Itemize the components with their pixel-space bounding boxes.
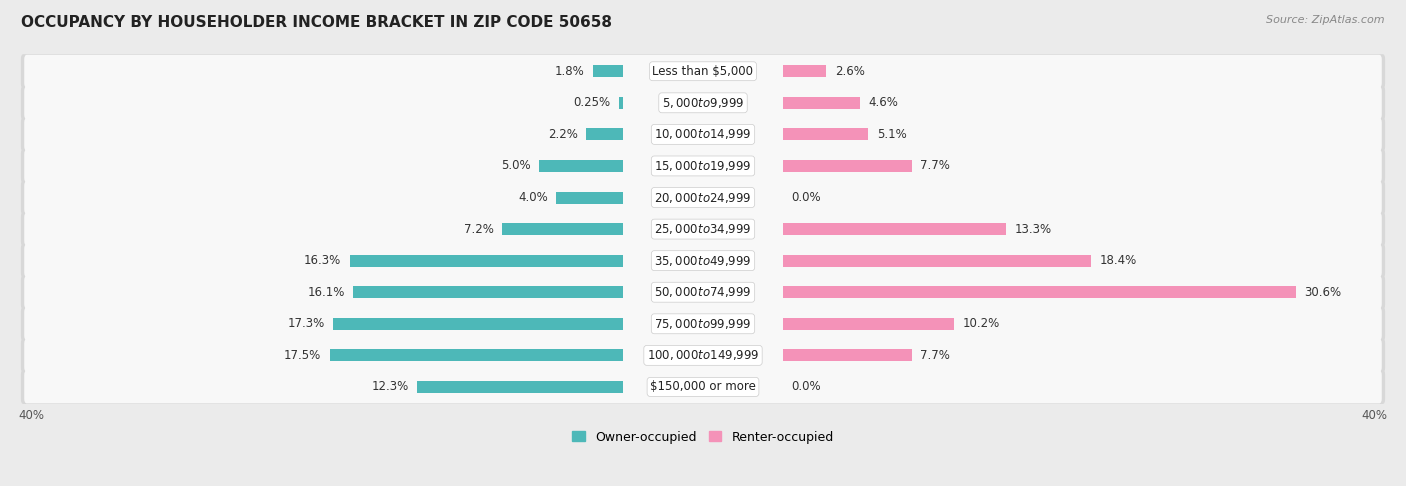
Bar	[783, 318, 953, 330]
FancyBboxPatch shape	[21, 212, 1385, 246]
Bar	[783, 286, 1296, 298]
Text: $20,000 to $24,999: $20,000 to $24,999	[654, 191, 752, 205]
FancyBboxPatch shape	[24, 118, 1382, 151]
Text: 0.0%: 0.0%	[792, 381, 821, 394]
Text: 5.1%: 5.1%	[877, 128, 907, 141]
Bar	[418, 381, 623, 393]
FancyBboxPatch shape	[21, 54, 1385, 88]
Text: 7.2%: 7.2%	[464, 223, 494, 236]
Text: 17.3%: 17.3%	[287, 317, 325, 330]
Bar	[333, 318, 623, 330]
Text: 2.6%: 2.6%	[835, 65, 865, 78]
Bar	[619, 97, 623, 109]
Bar	[783, 160, 912, 172]
Text: $35,000 to $49,999: $35,000 to $49,999	[654, 254, 752, 268]
Text: Less than $5,000: Less than $5,000	[652, 65, 754, 78]
FancyBboxPatch shape	[24, 307, 1382, 340]
Text: $5,000 to $9,999: $5,000 to $9,999	[662, 96, 744, 110]
FancyBboxPatch shape	[24, 213, 1382, 245]
Bar	[783, 65, 827, 77]
FancyBboxPatch shape	[21, 243, 1385, 278]
FancyBboxPatch shape	[21, 149, 1385, 183]
Text: 13.3%: 13.3%	[1014, 223, 1052, 236]
Text: 18.4%: 18.4%	[1099, 254, 1137, 267]
Text: 0.25%: 0.25%	[574, 96, 610, 109]
Legend: Owner-occupied, Renter-occupied: Owner-occupied, Renter-occupied	[572, 431, 834, 444]
Bar	[783, 223, 1005, 235]
Text: 5.0%: 5.0%	[502, 159, 531, 173]
Text: 12.3%: 12.3%	[371, 381, 409, 394]
Bar	[353, 286, 623, 298]
FancyBboxPatch shape	[24, 370, 1382, 403]
Bar	[502, 223, 623, 235]
Bar	[329, 349, 623, 362]
Text: 16.3%: 16.3%	[304, 254, 342, 267]
FancyBboxPatch shape	[24, 150, 1382, 182]
Bar	[783, 255, 1091, 267]
Text: 2.2%: 2.2%	[548, 128, 578, 141]
Bar	[593, 65, 623, 77]
Text: 1.8%: 1.8%	[555, 65, 585, 78]
FancyBboxPatch shape	[24, 244, 1382, 277]
Text: $150,000 or more: $150,000 or more	[650, 381, 756, 394]
Text: $50,000 to $74,999: $50,000 to $74,999	[654, 285, 752, 299]
Text: 16.1%: 16.1%	[308, 286, 344, 299]
Text: 4.0%: 4.0%	[517, 191, 548, 204]
Text: $25,000 to $34,999: $25,000 to $34,999	[654, 222, 752, 236]
Text: $100,000 to $149,999: $100,000 to $149,999	[647, 348, 759, 363]
Text: $15,000 to $19,999: $15,000 to $19,999	[654, 159, 752, 173]
Bar	[557, 191, 623, 204]
FancyBboxPatch shape	[24, 181, 1382, 214]
FancyBboxPatch shape	[24, 55, 1382, 87]
Text: 4.6%: 4.6%	[869, 96, 898, 109]
Text: 17.5%: 17.5%	[284, 349, 321, 362]
FancyBboxPatch shape	[21, 307, 1385, 341]
Bar	[586, 128, 623, 140]
FancyBboxPatch shape	[21, 338, 1385, 372]
FancyBboxPatch shape	[24, 276, 1382, 309]
FancyBboxPatch shape	[21, 86, 1385, 120]
Text: 30.6%: 30.6%	[1305, 286, 1341, 299]
Bar	[350, 255, 623, 267]
Text: 7.7%: 7.7%	[921, 349, 950, 362]
Text: OCCUPANCY BY HOUSEHOLDER INCOME BRACKET IN ZIP CODE 50658: OCCUPANCY BY HOUSEHOLDER INCOME BRACKET …	[21, 15, 612, 30]
FancyBboxPatch shape	[24, 339, 1382, 372]
FancyBboxPatch shape	[21, 117, 1385, 152]
Bar	[783, 97, 860, 109]
Bar	[783, 349, 912, 362]
Text: $10,000 to $14,999: $10,000 to $14,999	[654, 127, 752, 141]
Text: 10.2%: 10.2%	[962, 317, 1000, 330]
Text: $75,000 to $99,999: $75,000 to $99,999	[654, 317, 752, 331]
FancyBboxPatch shape	[21, 370, 1385, 404]
Text: 7.7%: 7.7%	[921, 159, 950, 173]
Bar	[783, 128, 869, 140]
Text: 0.0%: 0.0%	[792, 191, 821, 204]
FancyBboxPatch shape	[21, 275, 1385, 309]
FancyBboxPatch shape	[21, 180, 1385, 214]
FancyBboxPatch shape	[24, 87, 1382, 119]
Text: Source: ZipAtlas.com: Source: ZipAtlas.com	[1267, 15, 1385, 25]
Bar	[540, 160, 623, 172]
